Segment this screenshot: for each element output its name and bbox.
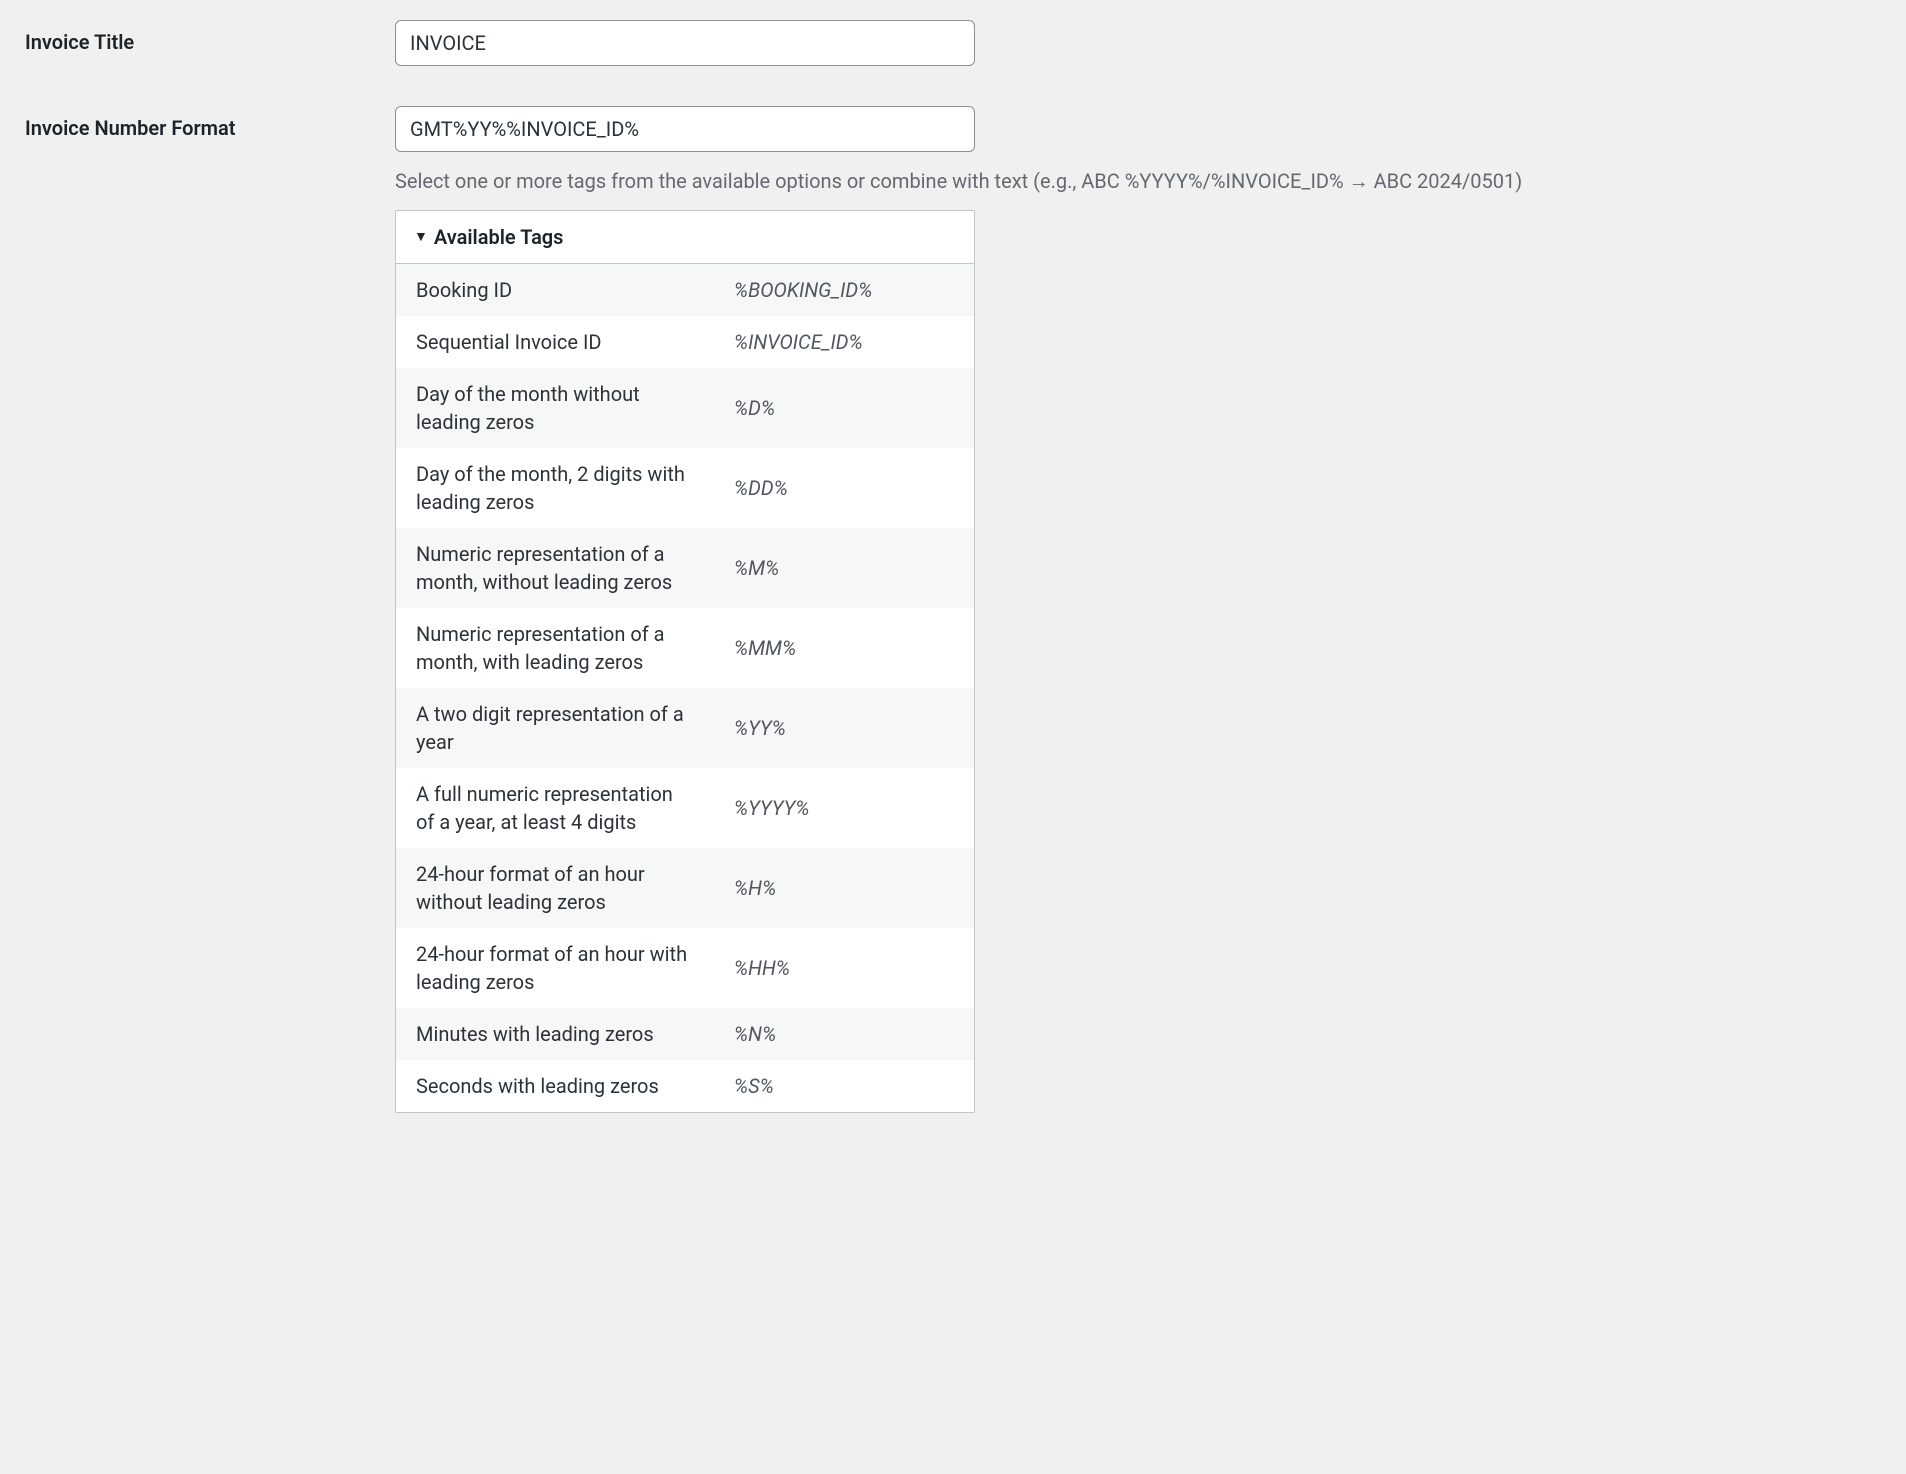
invoice-title-input[interactable] <box>395 20 975 66</box>
tag-description: A full numeric representation of a year,… <box>396 768 714 848</box>
tag-description: Booking ID <box>396 264 714 316</box>
tag-code: %D% <box>714 368 974 448</box>
tag-code: %INVOICE_ID% <box>714 316 974 368</box>
tag-description: Minutes with leading zeros <box>396 1008 714 1060</box>
invoice-number-format-help: Select one or more tags from the availab… <box>395 166 1595 196</box>
tag-code: %DD% <box>714 448 974 528</box>
tag-description: 24-hour format of an hour without leadin… <box>396 848 714 928</box>
table-row: 24-hour format of an hour with leading z… <box>396 928 974 1008</box>
table-row: Day of the month without leading zeros%D… <box>396 368 974 448</box>
tag-description: A two digit representation of a year <box>396 688 714 768</box>
tag-description: Seconds with leading zeros <box>396 1060 714 1112</box>
invoice-number-format-input[interactable] <box>395 106 975 152</box>
tag-code: %N% <box>714 1008 974 1060</box>
chevron-down-icon: ▼ <box>414 230 428 244</box>
tag-description: Day of the month, 2 digits with leading … <box>396 448 714 528</box>
tag-description: Sequential Invoice ID <box>396 316 714 368</box>
tag-code: %S% <box>714 1060 974 1112</box>
table-row: Numeric representation of a month, with … <box>396 608 974 688</box>
available-tags-title: Available Tags <box>434 225 564 249</box>
tag-description: Numeric representation of a month, with … <box>396 608 714 688</box>
tag-code: %M% <box>714 528 974 608</box>
tag-code: %YYYY% <box>714 768 974 848</box>
tag-description: 24-hour format of an hour with leading z… <box>396 928 714 1008</box>
table-row: Numeric representation of a month, witho… <box>396 528 974 608</box>
table-row: Booking ID%BOOKING_ID% <box>396 264 974 316</box>
tag-description: Numeric representation of a month, witho… <box>396 528 714 608</box>
available-tags-header[interactable]: ▼ Available Tags <box>396 211 974 264</box>
table-row: A two digit representation of a year%YY% <box>396 688 974 768</box>
available-tags-panel: ▼ Available Tags Booking ID%BOOKING_ID%S… <box>395 210 975 1113</box>
table-row: Day of the month, 2 digits with leading … <box>396 448 974 528</box>
tag-code: %MM% <box>714 608 974 688</box>
invoice-title-label: Invoice Title <box>25 30 134 54</box>
tag-code: %H% <box>714 848 974 928</box>
table-row: Seconds with leading zeros%S% <box>396 1060 974 1112</box>
tag-code: %HH% <box>714 928 974 1008</box>
invoice-number-format-label: Invoice Number Format <box>25 116 235 140</box>
tag-code: %YY% <box>714 688 974 768</box>
table-row: Sequential Invoice ID%INVOICE_ID% <box>396 316 974 368</box>
table-row: A full numeric representation of a year,… <box>396 768 974 848</box>
table-row: 24-hour format of an hour without leadin… <box>396 848 974 928</box>
tag-description: Day of the month without leading zeros <box>396 368 714 448</box>
table-row: Minutes with leading zeros%N% <box>396 1008 974 1060</box>
available-tags-table: Booking ID%BOOKING_ID%Sequential Invoice… <box>396 264 974 1112</box>
tag-code: %BOOKING_ID% <box>714 264 974 316</box>
